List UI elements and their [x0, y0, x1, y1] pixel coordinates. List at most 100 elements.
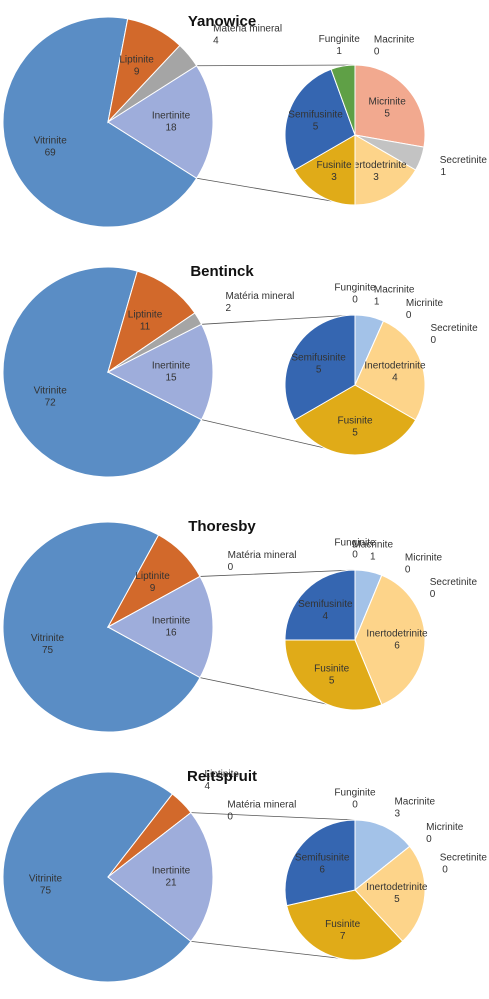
- pie-slice: [284, 68, 356, 171]
- slice-label: Vitrinite: [34, 136, 68, 147]
- slice-label: Inertodetrinite: [345, 160, 407, 171]
- slice-value: 3: [394, 809, 400, 820]
- slice-label: Vitrinite: [31, 633, 65, 644]
- slice-value: 0: [430, 589, 436, 600]
- slice-label: Liptinite: [205, 769, 240, 780]
- slice-label: Inertodetrinite: [364, 361, 426, 372]
- slice-label: Matéria mineral: [213, 24, 282, 35]
- pie-slice: [2, 521, 201, 733]
- slice-value: 4: [205, 781, 211, 792]
- slice-value: 0: [228, 562, 234, 573]
- pie-slice: [284, 639, 383, 711]
- slice-value: 72: [45, 398, 57, 409]
- slice-label: Funginite: [319, 34, 361, 45]
- pie-slice: [284, 819, 356, 907]
- slice-label: Fusinite: [337, 416, 372, 427]
- slice-label: Macrinite: [374, 285, 415, 296]
- slice-value: 0: [352, 800, 358, 811]
- slice-value: 0: [426, 834, 432, 845]
- slice-value: 9: [150, 583, 156, 594]
- pie-slice: [106, 575, 214, 679]
- slice-value: 0: [405, 565, 411, 576]
- pie-slice: [284, 569, 356, 641]
- connector: [201, 314, 356, 325]
- slice-label: Inertinite: [152, 361, 191, 372]
- pie-slice: [354, 320, 426, 421]
- connector: [199, 569, 356, 577]
- pie-slice: [106, 323, 214, 421]
- slice-label: Inertodetrinite: [366, 629, 428, 640]
- slice-value: 1: [441, 167, 447, 178]
- pie-slice: [107, 811, 214, 943]
- slice-label: Funginite: [334, 283, 376, 294]
- slice-value: 0: [352, 295, 358, 306]
- slice-label: Funginite: [334, 538, 376, 549]
- connector: [196, 64, 356, 67]
- slice-label: Inertinite: [152, 111, 191, 122]
- slice-label: Matéria mineral: [225, 291, 294, 302]
- slice-label: Vitrinite: [29, 874, 63, 885]
- slice-label: Liptinite: [128, 310, 163, 321]
- slice-label: Macrinite: [394, 797, 435, 808]
- pie-slice: [2, 16, 198, 228]
- slice-label: Vitrinite: [34, 386, 68, 397]
- chart-title: Reitspruit: [187, 768, 257, 785]
- slice-label: Matéria mineral: [228, 550, 297, 561]
- slice-label: Secretinite: [430, 577, 478, 588]
- slice-value: 6: [319, 864, 325, 875]
- slice-label: Funginite: [334, 788, 376, 799]
- slice-value: 21: [165, 878, 177, 889]
- pie-slice: [293, 134, 356, 206]
- pie-slice: [107, 65, 214, 179]
- connector: [190, 940, 356, 961]
- slice-label: Liptinite: [119, 55, 154, 66]
- slice-label: Fusinite: [316, 160, 351, 171]
- slice-value: 4: [323, 611, 329, 622]
- slice-value: 1: [336, 46, 342, 57]
- slice-label: Semifusinite: [298, 599, 353, 610]
- slice-value: 5: [384, 109, 390, 120]
- pie-slice: [354, 574, 426, 706]
- slice-value: 4: [213, 36, 219, 47]
- slice-label: Semifusinite: [288, 109, 343, 120]
- slice-value: 16: [165, 628, 177, 639]
- slice-label: Secretinite: [440, 155, 488, 166]
- slice-value: 4: [392, 373, 398, 384]
- slice-value: 5: [394, 894, 400, 905]
- slice-value: 15: [165, 373, 177, 384]
- slice-label: Semifusinite: [291, 353, 346, 364]
- slice-label: Secretinite: [430, 323, 478, 334]
- slice-label: Liptinite: [135, 571, 170, 582]
- chart-title: Yanowice: [188, 13, 256, 30]
- slice-value: 3: [331, 172, 337, 183]
- slice-label: Fusinite: [314, 664, 349, 675]
- pie-slice: [107, 270, 196, 374]
- slice-value: 3: [373, 172, 379, 183]
- pie-slice: [354, 134, 417, 206]
- slice-value: 1: [370, 551, 376, 562]
- connector: [190, 812, 356, 821]
- slice-value: 5: [316, 365, 322, 376]
- slice-value: 1: [374, 297, 380, 308]
- slice-value: 18: [165, 123, 177, 134]
- slice-label: Matéria mineral: [227, 799, 296, 810]
- slice-value: 5: [329, 676, 335, 687]
- slice-value: 11: [140, 322, 151, 333]
- slice-value: 0: [406, 310, 412, 321]
- slice-label: Micrinite: [405, 553, 443, 564]
- pie-slice: [284, 314, 356, 421]
- slice-label: Macrinite: [352, 539, 393, 550]
- slice-label: Micrinite: [406, 298, 444, 309]
- slice-label: Inertinite: [152, 866, 191, 877]
- slice-value: 5: [352, 428, 358, 439]
- pie-slice: [286, 889, 404, 961]
- chart-title: Bentinck: [190, 263, 254, 280]
- slice-value: 9: [134, 67, 140, 78]
- slice-value: 75: [42, 645, 54, 656]
- slice-label: Semifusinite: [295, 852, 350, 863]
- slice-label: Micrinite: [426, 822, 464, 833]
- slice-value: 0: [374, 47, 380, 58]
- pie-slice: [354, 845, 426, 943]
- pie-slice: [354, 64, 426, 148]
